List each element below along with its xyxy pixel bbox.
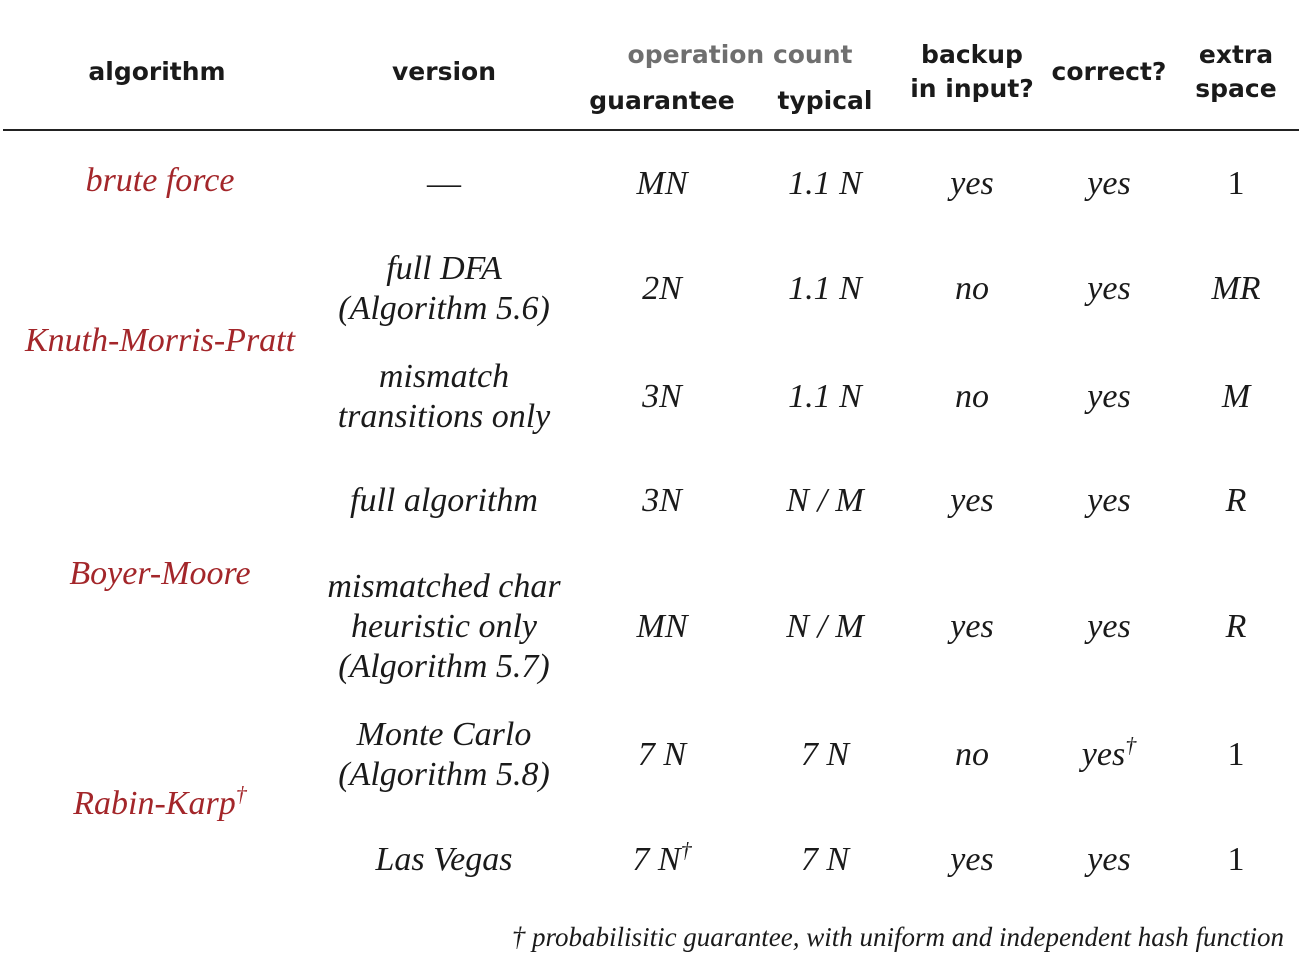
backup-cell: yes	[950, 165, 994, 202]
correct-cell: yes†	[1081, 732, 1137, 774]
version-cell: mismatch transitions only	[337, 358, 551, 435]
version-cell: Monte Carlo (Algorithm 5.8)	[338, 716, 550, 793]
space-cell: 1	[1227, 841, 1245, 878]
space-cell: 1	[1227, 736, 1245, 773]
algorithm-boyer-moore: Boyer-Moore	[69, 555, 251, 592]
header-version: version	[391, 57, 496, 86]
version-cell: Las Vegas	[375, 841, 513, 878]
algorithm-rabin-karp-label: Rabin-Karp	[73, 785, 236, 822]
correct-dagger: †	[1125, 732, 1137, 758]
space-cell: R	[1225, 482, 1247, 519]
guarantee-cell: MN	[636, 165, 688, 202]
typical-cell: N / M	[786, 608, 864, 645]
footnote: † probabilisitic guarantee, with uniform…	[511, 922, 1284, 952]
header-backup: backup in input?	[892, 38, 1052, 106]
guarantee-cell: 3N	[642, 378, 682, 415]
header-algorithm: algorithm	[88, 57, 226, 86]
backup-cell: no	[955, 270, 989, 307]
guarantee-cell: 3N	[642, 482, 682, 519]
backup-cell: yes	[950, 608, 994, 645]
typical-cell: 7 N	[800, 841, 850, 878]
header-extra-space: extra space	[1176, 38, 1296, 106]
backup-cell: no	[955, 736, 989, 773]
header-extra-line2: space	[1195, 74, 1277, 103]
space-cell: 1	[1227, 165, 1245, 202]
typical-cell: 1.1 N	[788, 378, 862, 415]
algorithm-kmp: Knuth-Morris-Pratt	[24, 322, 296, 359]
space-cell: MR	[1211, 270, 1261, 307]
algorithm-brute-force: brute force	[85, 162, 235, 199]
backup-cell: yes	[950, 841, 994, 878]
typical-cell: 1.1 N	[788, 165, 862, 202]
header-backup-line1: backup	[921, 40, 1023, 69]
header-rule	[3, 129, 1299, 131]
backup-cell: yes	[950, 482, 994, 519]
guarantee-cell: MN	[636, 608, 688, 645]
typical-cell: N / M	[786, 482, 864, 519]
correct-cell: yes	[1087, 165, 1131, 202]
header-operation-count: operation count	[627, 40, 853, 69]
version-cell: —	[427, 165, 461, 202]
guarantee-cell: 7 N†	[632, 837, 692, 879]
correct-value: yes	[1081, 736, 1126, 773]
header-correct: correct?	[1051, 57, 1167, 86]
correct-cell: yes	[1087, 270, 1131, 307]
header-backup-line2: in input?	[910, 74, 1034, 103]
guarantee-value: 7 N	[632, 841, 681, 878]
space-cell: R	[1225, 608, 1247, 645]
rabin-karp-dagger: †	[235, 781, 247, 807]
header-typical: typical	[777, 86, 873, 115]
typical-cell: 7 N	[800, 736, 850, 773]
algorithm-rabin-karp: Rabin-Karp†	[0, 781, 320, 823]
space-cell: M	[1221, 378, 1251, 415]
guarantee-cell: 7 N	[637, 736, 687, 773]
version-cell: full algorithm	[350, 482, 538, 519]
header-extra-line1: extra	[1198, 40, 1274, 69]
version-cell: mismatched char heuristic only (Algorith…	[327, 568, 561, 685]
correct-cell: yes	[1087, 841, 1131, 878]
guarantee-dagger: †	[680, 837, 692, 863]
typical-cell: 1.1 N	[788, 270, 862, 307]
guarantee-cell: 2N	[642, 270, 682, 307]
backup-cell: no	[955, 378, 989, 415]
correct-cell: yes	[1087, 482, 1131, 519]
header-guarantee: guarantee	[589, 86, 735, 115]
correct-cell: yes	[1087, 378, 1131, 415]
correct-cell: yes	[1087, 608, 1131, 645]
version-cell: full DFA (Algorithm 5.6)	[338, 250, 550, 327]
